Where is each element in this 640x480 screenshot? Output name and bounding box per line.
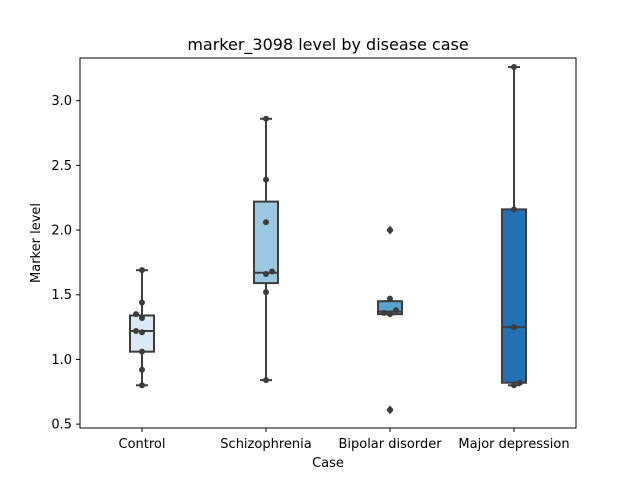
y-tick-label: 1.0 [51, 353, 72, 368]
data-point [139, 315, 145, 322]
y-tick-label: 2.5 [51, 159, 72, 174]
data-point [269, 268, 275, 275]
data-point [133, 327, 139, 334]
data-points-1 [133, 267, 145, 389]
box-group-2 [253, 117, 279, 382]
data-point [263, 115, 269, 122]
box [501, 208, 527, 384]
data-points-4 [511, 64, 523, 389]
y-tick-label: 0.5 [51, 418, 72, 433]
data-point [387, 295, 393, 302]
data-point [133, 311, 139, 318]
y-tick-label: 2.0 [51, 224, 72, 239]
data-point [263, 289, 269, 296]
data-point [511, 206, 517, 213]
y-axis-title: Marker level [29, 203, 44, 283]
data-point [511, 324, 517, 331]
y-tick-label: 1.5 [51, 288, 72, 303]
data-points-3 [381, 227, 399, 413]
data-point [387, 406, 393, 413]
data-point [139, 348, 145, 355]
data-point [517, 379, 523, 386]
x-axis-title: Case [312, 456, 344, 471]
data-point [387, 227, 393, 234]
plot-content [129, 64, 527, 415]
data-point [139, 382, 145, 389]
x-tick-label: Control [119, 437, 166, 452]
data-point [387, 311, 393, 318]
data-point [139, 267, 145, 274]
data-point [263, 271, 269, 278]
y-axis: 0.5 1.0 1.5 2.0 2.5 3.0 [51, 94, 80, 433]
data-point [393, 307, 399, 314]
data-point [511, 64, 517, 71]
data-point [381, 309, 387, 316]
x-tick-label: Bipolar disorder [338, 437, 442, 452]
data-point [263, 377, 269, 384]
box-group-3 [377, 225, 403, 415]
chart-title: marker_3098 level by disease case [187, 35, 468, 55]
data-point [511, 382, 517, 389]
data-point [139, 329, 145, 336]
data-points-2 [263, 115, 275, 384]
data-point [263, 176, 269, 183]
data-point [139, 299, 145, 306]
x-tick-label: Schizophrenia [220, 437, 311, 452]
data-point [263, 219, 269, 226]
data-point [139, 366, 145, 373]
plot-frame [79, 57, 577, 429]
y-tick-label: 3.0 [51, 94, 72, 109]
box-group-4 [501, 66, 527, 387]
x-tick-label: Major depression [458, 437, 569, 452]
x-axis: Control Schizophrenia Bipolar disorder Majo… [119, 428, 570, 452]
